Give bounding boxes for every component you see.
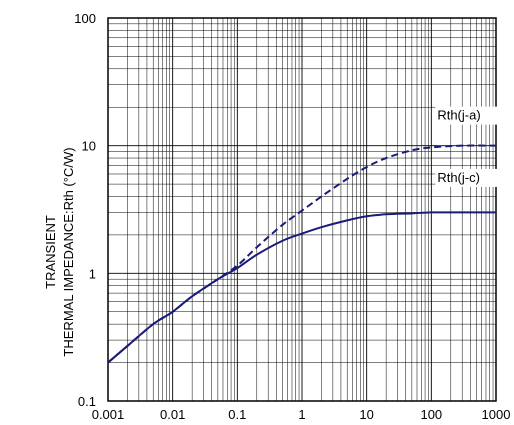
x-tick-label: 0.001 <box>92 407 125 422</box>
y-tick-label: 10 <box>82 139 96 154</box>
x-tick-label: 100 <box>420 407 442 422</box>
x-tick-label: 1000 <box>482 407 511 422</box>
x-tick-label: 0.01 <box>160 407 185 422</box>
series-label: Rth(j-c) <box>437 170 480 185</box>
y-tick-label: 100 <box>74 11 96 26</box>
x-tick-label: 0.1 <box>228 407 246 422</box>
series-rth-j-a--line <box>107 144 497 364</box>
x-tick-label: 10 <box>359 407 373 422</box>
y-tick-label: 1 <box>89 266 96 281</box>
y-tick-label: 0.1 <box>78 394 96 409</box>
series-label: Rth(j-a) <box>437 108 480 123</box>
y-axis-label-line2: THERMAL IMPEDANCE:Rth (°C/W) <box>61 147 76 356</box>
series-label-bg <box>435 168 504 187</box>
series-labels: Rth(j-c) Rth(j-a) <box>435 106 504 187</box>
plot-frame <box>107 17 497 402</box>
tick-labels: 0.001 0.01 0.1 1 10 100 1000 0.1 1 10 100 <box>74 11 510 422</box>
series-label-bg <box>435 106 504 125</box>
grid-lines <box>108 18 496 401</box>
x-tick-label: 1 <box>298 407 305 422</box>
y-axis-label-line1: TRANSIENT <box>43 215 58 289</box>
series-lines <box>107 144 497 364</box>
